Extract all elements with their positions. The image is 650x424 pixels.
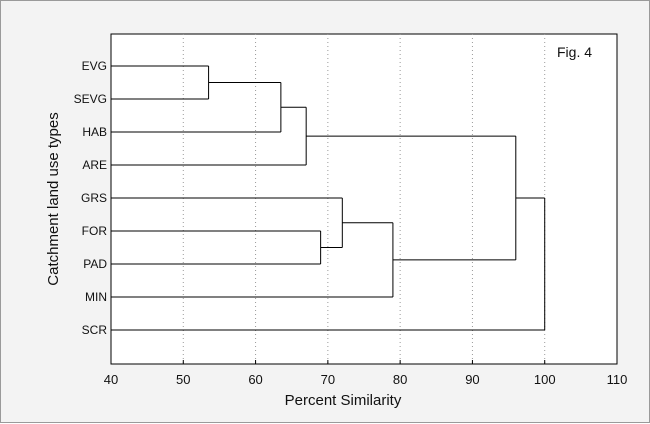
x-tick-label-80: 80 [393,372,407,387]
leaf-label-grs: GRS [81,191,107,205]
figure-annotation: Fig. 4 [557,44,592,60]
leaf-label-scr: SCR [82,323,108,337]
x-tick-label-90: 90 [465,372,479,387]
plot-area [110,33,618,365]
leaf-label-min: MIN [85,290,107,304]
leaf-label-hab: HAB [82,125,107,139]
x-axis-ticks: 40 50 60 70 80 90 100 110 [104,360,628,387]
leaf-label-sevg: SEVG [74,92,107,106]
y-axis-title: Catchment land use types [45,112,62,285]
x-tick-label-110: 110 [607,372,628,387]
x-axis-title: Percent Similarity [285,392,402,409]
x-tick-label-100: 100 [534,372,556,387]
x-tick-label-60: 60 [248,372,262,387]
y-axis-ticks: EVG SEVG HAB ARE GRS FOR PAD MIN SCR [74,59,115,337]
leaf-label-evg: EVG [82,59,107,73]
leaf-label-are: ARE [82,158,107,172]
leaf-label-for: FOR [82,224,108,238]
dendrogram-links [111,65,546,331]
x-tick-label-50: 50 [176,372,190,387]
x-tick-label-40: 40 [104,372,118,387]
x-tick-label-70: 70 [321,372,335,387]
leaf-label-pad: PAD [83,257,107,271]
